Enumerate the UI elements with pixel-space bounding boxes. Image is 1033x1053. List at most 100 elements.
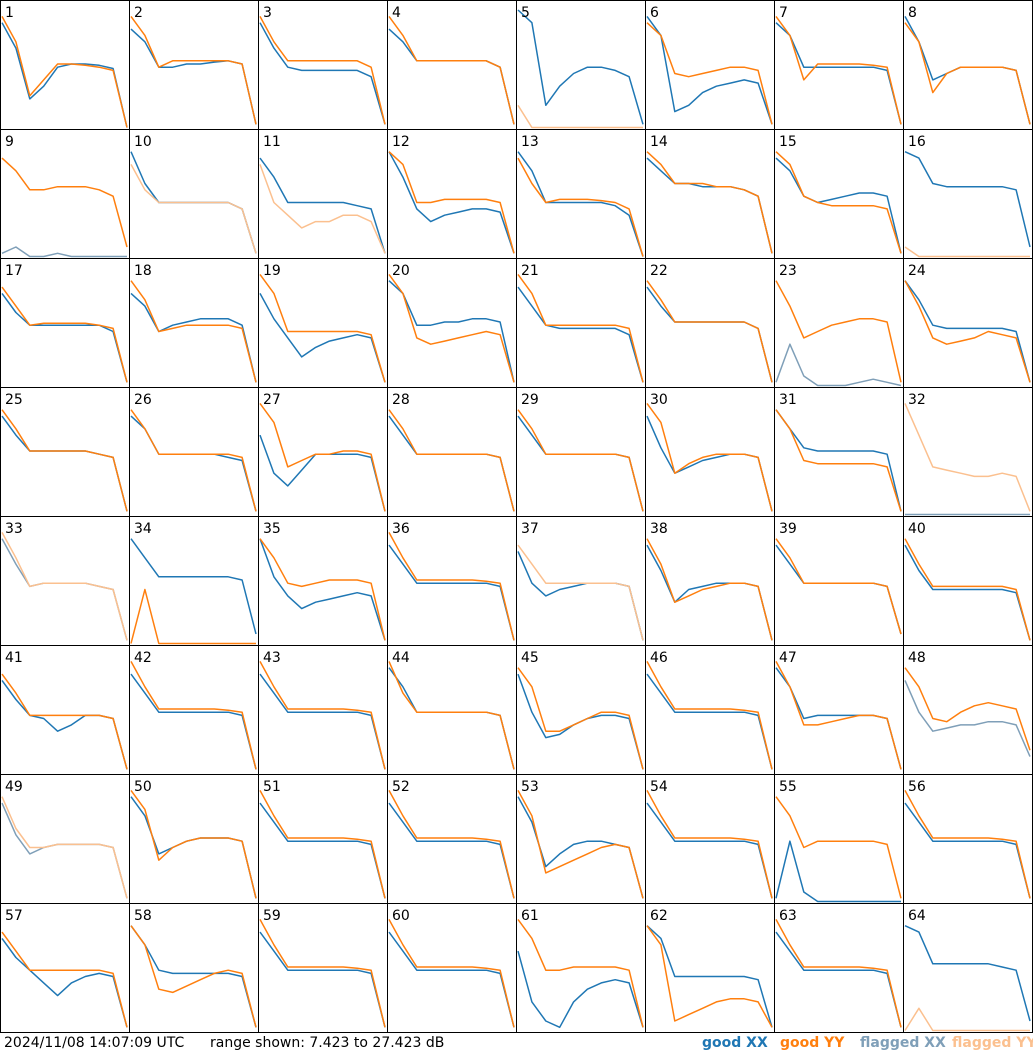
xx-spectrum <box>775 157 902 254</box>
panel-label: 45 <box>521 650 539 666</box>
panel-label: 36 <box>392 521 410 537</box>
panel-label: 3 <box>263 5 272 21</box>
panel-label: 6 <box>650 5 659 21</box>
panel-label: 55 <box>779 779 797 795</box>
yy-spectrum <box>646 22 773 125</box>
legend-entry: good YY <box>780 1035 845 1051</box>
yy-spectrum <box>517 157 644 257</box>
panel-label: 15 <box>779 134 797 150</box>
panel-label: 2 <box>134 5 143 21</box>
xx-spectrum <box>904 925 1031 1022</box>
yy-spectrum <box>259 402 386 512</box>
yy-spectrum <box>646 402 773 512</box>
xx-spectrum <box>388 151 515 254</box>
panel-label: 58 <box>134 908 152 924</box>
panel-label: 50 <box>134 779 152 795</box>
range-text: range shown: 7.423 to 27.423 dB <box>210 1035 444 1051</box>
yy-spectrum <box>388 409 515 512</box>
panel-label: 26 <box>134 392 152 408</box>
panel-label: 62 <box>650 908 668 924</box>
xx-spectrum <box>259 157 386 254</box>
yy-spectrum <box>646 280 773 383</box>
yy-spectrum <box>646 151 773 254</box>
yy-spectrum <box>388 661 515 770</box>
yy-spectrum <box>904 246 1030 258</box>
panel-label: 25 <box>5 392 23 408</box>
panel-label: 28 <box>392 392 410 408</box>
yy-spectrum <box>1 157 128 248</box>
yy-spectrum <box>775 661 902 770</box>
xx-spectrum <box>1 246 127 258</box>
yy-spectrum <box>1 931 128 1028</box>
panel-label: 9 <box>5 134 14 150</box>
xx-spectrum <box>904 680 1031 757</box>
xx-spectrum <box>517 9 644 125</box>
yy-spectrum <box>388 15 515 125</box>
yy-spectrum <box>259 16 386 125</box>
panel-label: 23 <box>779 263 797 279</box>
panel-label: 52 <box>392 779 410 795</box>
yy-spectrum <box>259 661 386 770</box>
yy-spectrum <box>775 280 902 383</box>
panel-label: 34 <box>134 521 152 537</box>
yy-spectrum <box>259 790 386 899</box>
yy-spectrum <box>904 280 1031 383</box>
panel-label: 5 <box>521 5 530 21</box>
panel-label: 18 <box>134 263 152 279</box>
yy-spectrum <box>1 673 128 770</box>
yy-spectrum <box>517 409 644 512</box>
panel-label: 51 <box>263 779 281 795</box>
xx-spectrum <box>775 409 902 512</box>
panel-label: 4 <box>392 5 401 21</box>
xx-spectrum <box>130 538 257 635</box>
yy-spectrum <box>775 409 902 512</box>
xx-spectrum <box>388 802 515 899</box>
yy-spectrum <box>517 104 643 129</box>
xx-spectrum <box>1 292 128 383</box>
panel-label: 59 <box>263 908 281 924</box>
xx-spectrum <box>1 22 128 128</box>
yy-spectrum <box>259 538 386 641</box>
panel-label: 19 <box>263 263 281 279</box>
xx-spectrum <box>904 802 1031 899</box>
xx-spectrum <box>130 292 257 383</box>
panel-label: 14 <box>650 134 668 150</box>
xx-spectrum <box>130 925 257 1028</box>
yy-spectrum <box>775 919 902 1028</box>
panel-label: 48 <box>908 650 926 666</box>
xx-spectrum <box>259 931 386 1028</box>
panel-label: 33 <box>5 521 23 537</box>
xx-spectrum <box>1 937 128 1028</box>
yy-spectrum <box>904 403 1031 512</box>
xx-spectrum <box>646 925 773 1028</box>
xx-spectrum <box>259 673 386 770</box>
xx-spectrum <box>517 151 644 257</box>
panel-label: 41 <box>5 650 23 666</box>
yy-spectrum <box>517 918 644 1028</box>
xx-spectrum <box>388 544 515 641</box>
yy-spectrum <box>517 544 644 641</box>
xx-spectrum <box>259 293 386 383</box>
yy-spectrum <box>130 925 257 1028</box>
yy-spectrum <box>775 15 902 125</box>
panel-label: 38 <box>650 521 668 537</box>
panel-label: 12 <box>392 134 410 150</box>
panel-label: 20 <box>392 263 410 279</box>
panel-label: 44 <box>392 650 410 666</box>
xx-spectrum <box>259 538 386 641</box>
yy-spectrum <box>646 925 773 1028</box>
panel-label: 27 <box>263 392 281 408</box>
panel-label: 10 <box>134 134 152 150</box>
yy-spectrum <box>130 15 257 125</box>
yy-spectrum <box>775 538 902 635</box>
yy-spectrum <box>517 667 644 770</box>
xx-spectrum <box>646 15 773 125</box>
yy-spectrum <box>1 409 128 512</box>
panel-label: 32 <box>908 392 926 408</box>
panel-label: 54 <box>650 779 668 795</box>
panel-label: 37 <box>521 521 539 537</box>
panel-label: 30 <box>650 392 668 408</box>
yy-spectrum <box>775 796 902 899</box>
yy-spectrum <box>646 538 773 641</box>
